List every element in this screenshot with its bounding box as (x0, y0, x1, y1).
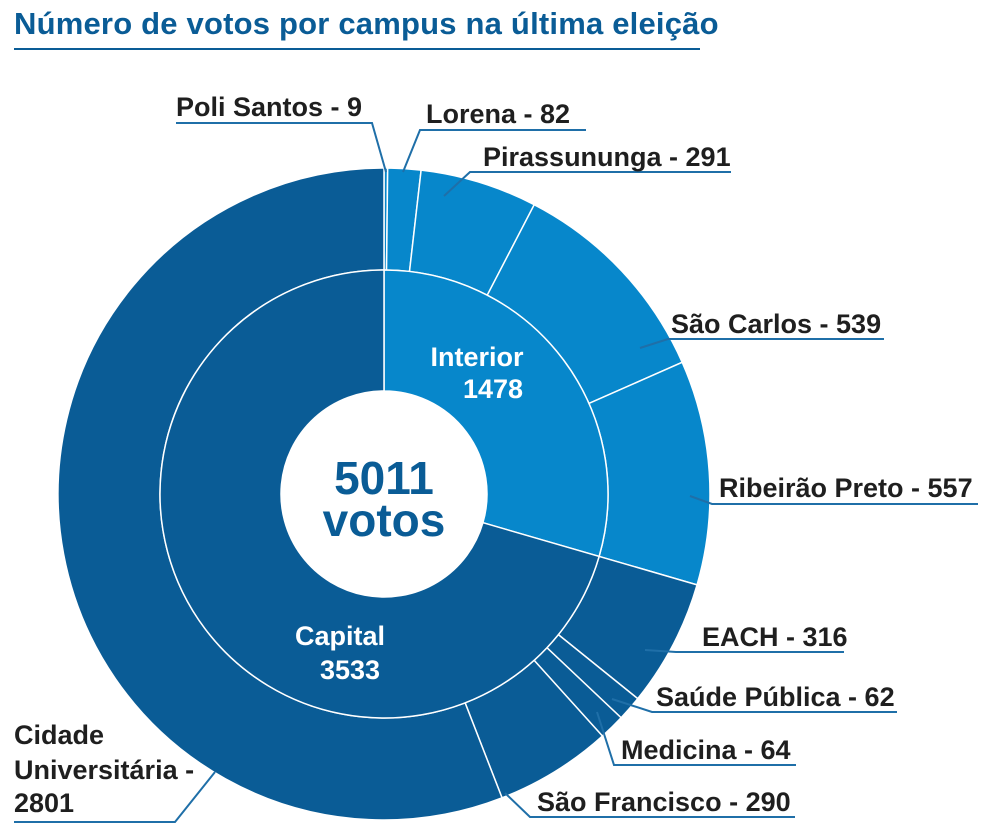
campus-label-pirassununga: Pirassununga - 291 (483, 142, 731, 172)
leader-ribeirao-preto (689, 495, 978, 505)
campus-label-medicina: Medicina - 64 (621, 735, 791, 765)
leader-lines (14, 122, 978, 823)
group-label-capital: Capital (295, 621, 385, 651)
campus-label-ribeirao-preto: Ribeirão Preto - 557 (719, 473, 973, 503)
leader-cidade-universitaria (14, 771, 216, 823)
leader-sao-carlos (639, 338, 884, 349)
title-underline (14, 48, 700, 50)
campus-label-sao-carlos: São Carlos - 539 (671, 309, 881, 339)
group-label-interior: Interior (430, 342, 524, 372)
leader-each (644, 649, 844, 653)
outer-ring (57, 167, 711, 821)
leader-medicina (596, 711, 796, 766)
campus-label-cidade-universitaria: Cidade Universitária - 2801 (14, 720, 202, 818)
center-total: 5011 (334, 452, 434, 504)
group-value-interior: 1478 (463, 374, 523, 404)
campus-label-lorena: Lorena - 82 (426, 99, 570, 129)
leader-saude-publica (611, 698, 897, 713)
campus-label-poli-santos: Poli Santos - 9 (176, 92, 362, 122)
campus-label-sao-francisco: São Francisco - 290 (537, 787, 791, 817)
group-value-capital: 3533 (320, 655, 380, 685)
leader-sao-francisco (504, 792, 795, 818)
leader-poli-santos (176, 122, 387, 173)
leader-lorena (402, 129, 586, 173)
chart-title: Número de votos por campus na última ele… (14, 6, 719, 41)
campus-label-saude-publica: Saúde Pública - 62 (656, 682, 895, 712)
center-unit: votos (323, 494, 446, 546)
center-hole (281, 391, 487, 597)
campus-label-each: EACH - 316 (702, 622, 848, 652)
leader-pirassununga (443, 171, 731, 197)
